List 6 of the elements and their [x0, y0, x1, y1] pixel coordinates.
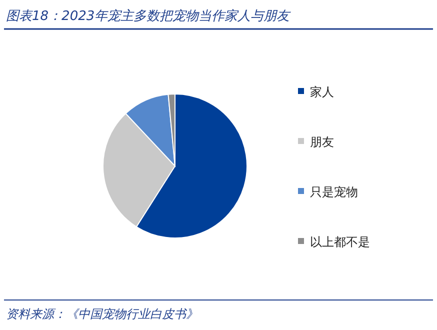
annotation: 资料来源：《中国宠物行业白皮书》	[6, 307, 198, 321]
legend-label: 朋友	[310, 135, 334, 149]
legend-label: 以上都不是	[310, 235, 370, 249]
legend-label: 家人	[310, 85, 334, 99]
legend-label: 只是宠物	[310, 185, 358, 199]
title: 图表18：2023年宠主多数把宠物当作家人与朋友	[6, 9, 290, 24]
